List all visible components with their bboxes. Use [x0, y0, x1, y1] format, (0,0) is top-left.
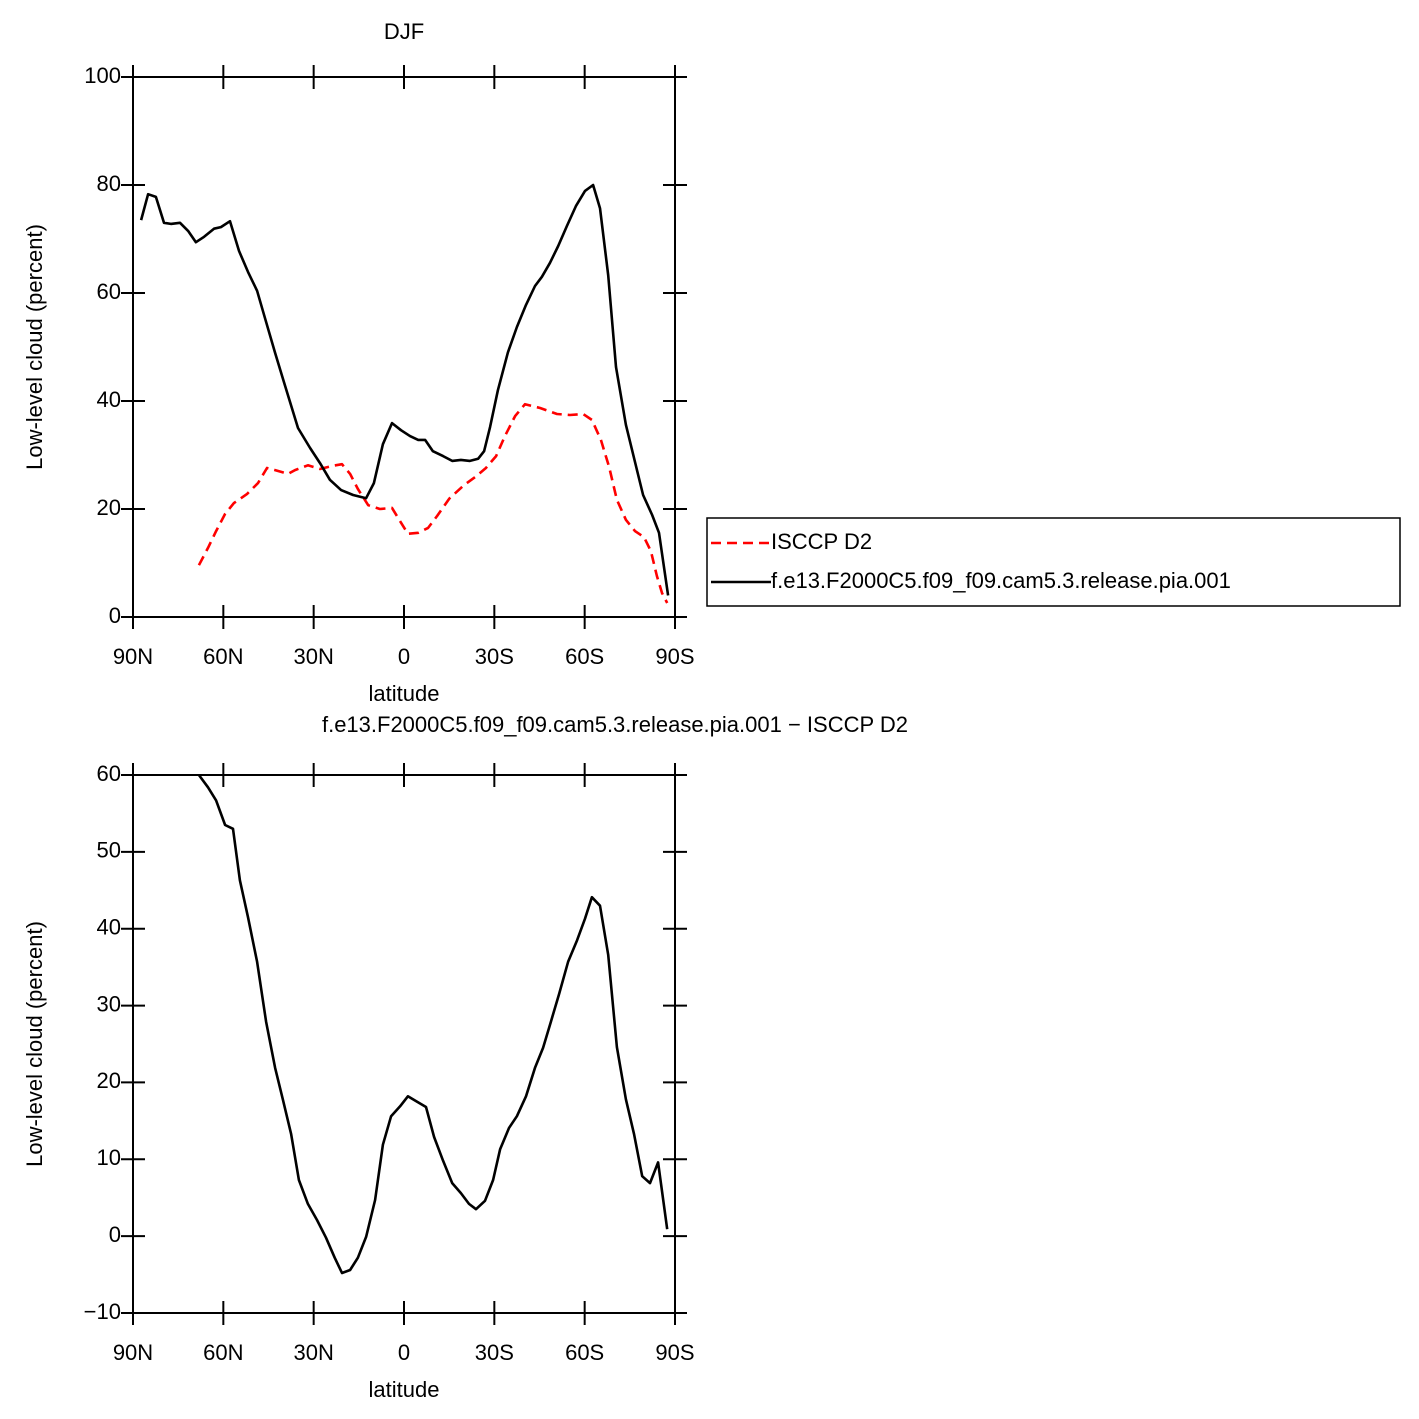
plot-area	[197, 774, 669, 1275]
y-tick-label: 50	[97, 838, 121, 863]
plot-frame	[132, 774, 676, 1314]
y-axis-label: Low-level cloud (percent)	[22, 224, 47, 470]
y-axis-label: Low-level cloud (percent)	[22, 921, 47, 1167]
x-tick-label: 30S	[475, 644, 514, 669]
x-tick-label: 0	[398, 644, 410, 669]
x-tick-label: 60N	[203, 1340, 243, 1365]
y-tick-label: 30	[97, 991, 121, 1016]
x-tick-label: 30N	[293, 1340, 333, 1365]
data-line	[197, 774, 669, 1275]
x-tick-label: 30N	[293, 644, 333, 669]
y-tick-label: 10	[97, 1145, 121, 1170]
x-tick-label: 60N	[203, 644, 243, 669]
x-tick-label: 90S	[655, 1340, 694, 1365]
x-tick-label: 60S	[565, 1340, 604, 1365]
y-tick-label: 40	[97, 387, 121, 412]
data-line	[197, 402, 669, 604]
y-tick-label: 60	[97, 761, 121, 786]
data-line	[139, 183, 670, 596]
y-tick-label: 20	[97, 1068, 121, 1093]
x-axis-label: latitude	[369, 681, 440, 706]
x-tick-label: 60S	[565, 644, 604, 669]
x-axis-label: latitude	[369, 1377, 440, 1402]
x-tick-label: 30S	[475, 1340, 514, 1365]
y-tick-label: 80	[97, 171, 121, 196]
x-tick-label: 90N	[113, 1340, 153, 1365]
legend-label: ISCCP D2	[771, 529, 872, 554]
y-tick-label: −10	[84, 1299, 121, 1324]
y-tick-label: 20	[97, 495, 121, 520]
y-tick-label: 40	[97, 915, 121, 940]
chart-title: f.e13.F2000C5.f09_f09.cam5.3.release.pia…	[322, 712, 908, 737]
y-tick-label: 60	[97, 279, 121, 304]
legend-label: f.e13.F2000C5.f09_f09.cam5.3.release.pia…	[771, 568, 1231, 593]
plot-area	[139, 183, 670, 604]
chart-title: DJF	[384, 19, 424, 44]
y-tick-label: 0	[109, 1222, 121, 1247]
y-tick-label: 100	[84, 63, 121, 88]
x-tick-label: 90N	[113, 644, 153, 669]
y-tick-label: 0	[109, 603, 121, 628]
x-tick-label: 0	[398, 1340, 410, 1365]
plot-frame	[132, 76, 676, 618]
x-tick-label: 90S	[655, 644, 694, 669]
legend-box	[706, 517, 1401, 607]
